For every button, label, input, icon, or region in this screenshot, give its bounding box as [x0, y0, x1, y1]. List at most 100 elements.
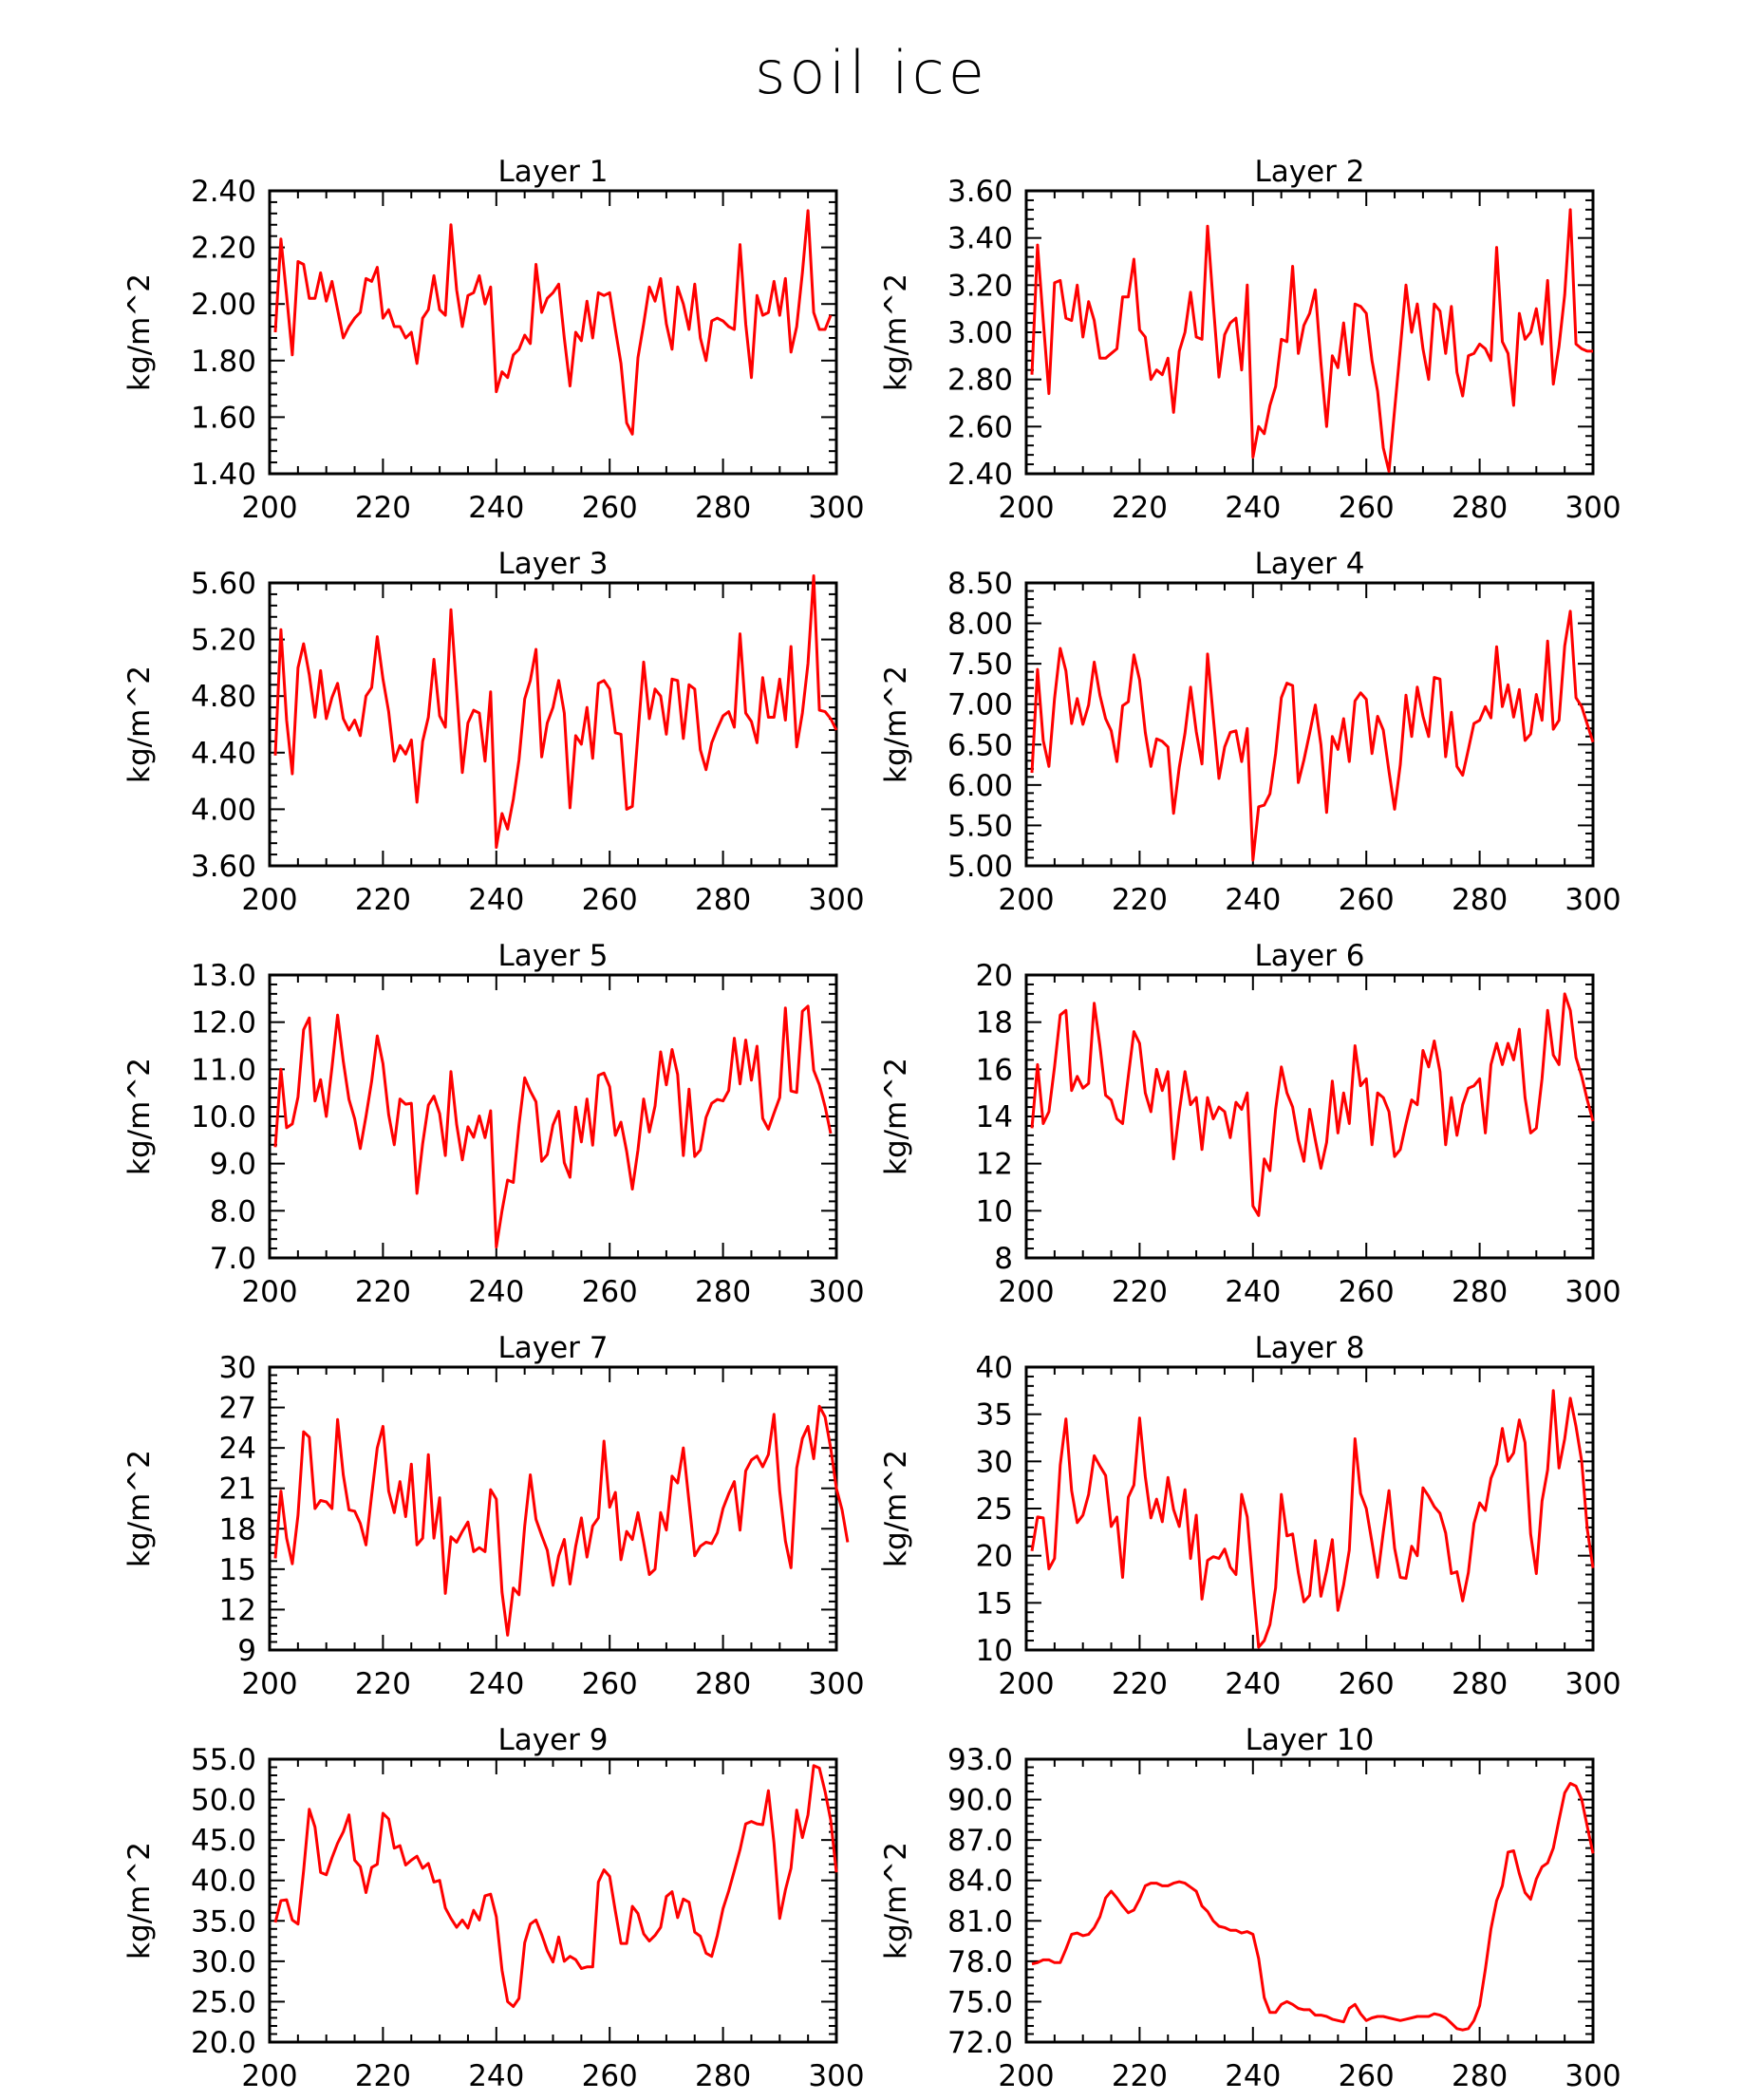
y-tick-label: 25 [976, 1492, 1013, 1527]
y-tick-label: 2.60 [947, 410, 1013, 444]
plot-frame [1024, 189, 1595, 476]
y-tick-label: 14 [976, 1100, 1013, 1134]
x-tick-label: 260 [1339, 883, 1395, 917]
y-tick-label: 2.80 [947, 364, 1013, 398]
y-tick-label: 84.0 [947, 1865, 1013, 1899]
x-tick-label: 300 [808, 491, 864, 525]
y-tick-label: 30 [219, 1351, 256, 1385]
x-tick-label: 200 [241, 2059, 297, 2093]
y-tick-label: 3.40 [947, 222, 1013, 256]
x-tick-label: 260 [1339, 1667, 1395, 1701]
x-tick-label: 280 [695, 2059, 751, 2093]
y-tick-label: 4.80 [191, 680, 256, 714]
series-line [1030, 609, 1595, 862]
y-tick-label: 90.0 [947, 1784, 1013, 1818]
y-tick-label: 15 [976, 1586, 1013, 1621]
y-tick-label: 30.0 [191, 1945, 256, 1979]
x-tick-label: 300 [808, 1667, 864, 1701]
y-tick-label: 9 [237, 1634, 256, 1668]
panel-title: Layer 9 [497, 1723, 608, 1757]
x-tick-label: 240 [468, 1275, 524, 1309]
x-tick-label: 220 [355, 491, 411, 525]
y-tick-label: 55.0 [191, 1743, 256, 1777]
y-tick-label: 2.40 [947, 458, 1013, 492]
panel-title: Layer 6 [1254, 939, 1364, 973]
y-tick-label: 7.00 [947, 688, 1013, 722]
x-tick-label: 240 [1225, 883, 1281, 917]
y-axis-label: kg/m^2 [122, 1058, 157, 1175]
x-tick-label: 240 [468, 883, 524, 917]
y-tick-label: 6.50 [947, 728, 1013, 762]
y-tick-label: 93.0 [947, 1743, 1013, 1777]
y-tick-label: 3.60 [191, 850, 256, 884]
y-tick-label: 20 [976, 959, 1013, 993]
x-tick-label: 280 [1452, 491, 1508, 525]
x-tick-label: 260 [582, 1275, 638, 1309]
y-axis-label: kg/m^2 [879, 1450, 913, 1567]
x-tick-label: 220 [1112, 1667, 1168, 1701]
y-tick-label: 5.00 [947, 850, 1013, 884]
x-tick-label: 280 [1452, 1667, 1508, 1701]
series-line [273, 574, 838, 850]
x-tick-label: 260 [1339, 2059, 1395, 2093]
x-tick-label: 300 [808, 1275, 864, 1309]
panel-title: Layer 5 [497, 939, 608, 973]
y-tick-label: 1.40 [191, 458, 256, 492]
y-tick-label: 20 [976, 1540, 1013, 1574]
series-line [273, 209, 833, 436]
x-tick-label: 300 [1565, 2059, 1621, 2093]
x-tick-label: 260 [582, 1667, 638, 1701]
y-tick-label: 81.0 [947, 1904, 1013, 1939]
x-tick-label: 200 [998, 491, 1054, 525]
y-axis-label: kg/m^2 [879, 273, 913, 391]
y-tick-label: 16 [976, 1053, 1013, 1087]
plot-frame [268, 189, 838, 476]
y-tick-label: 12 [976, 1148, 1013, 1182]
y-axis-label: kg/m^2 [122, 1450, 157, 1567]
y-tick-label: 11.0 [191, 1053, 256, 1087]
y-tick-label: 24 [219, 1432, 256, 1466]
x-tick-label: 240 [1225, 1275, 1281, 1309]
x-tick-label: 280 [1452, 883, 1508, 917]
y-tick-label: 40.0 [191, 1865, 256, 1899]
x-tick-label: 240 [468, 2059, 524, 2093]
y-tick-label: 13.0 [191, 959, 256, 993]
y-tick-label: 20.0 [191, 2026, 256, 2060]
x-tick-label: 200 [998, 1667, 1054, 1701]
x-tick-label: 280 [695, 1275, 751, 1309]
y-tick-label: 21 [219, 1472, 256, 1507]
y-tick-label: 7.50 [947, 647, 1013, 682]
x-tick-label: 220 [355, 1667, 411, 1701]
y-tick-label: 12.0 [191, 1006, 256, 1041]
x-tick-label: 200 [998, 1275, 1054, 1309]
y-tick-label: 2.00 [191, 288, 256, 322]
x-tick-label: 260 [1339, 1275, 1395, 1309]
x-tick-label: 280 [1452, 1275, 1508, 1309]
y-tick-label: 8.0 [210, 1194, 256, 1228]
panel-title: Layer 7 [497, 1331, 608, 1365]
x-tick-label: 240 [468, 491, 524, 525]
y-tick-label: 75.0 [947, 1985, 1013, 2019]
y-tick-label: 5.60 [191, 567, 256, 601]
y-tick-label: 2.20 [191, 232, 256, 266]
y-tick-label: 87.0 [947, 1824, 1013, 1858]
x-tick-label: 220 [355, 883, 411, 917]
panel-layer-2: Layer 2 kg/m^2 200 220 240 260 280 300 2.40 2.60 2… [879, 155, 1621, 525]
y-tick-label: 18 [219, 1512, 256, 1547]
y-tick-label: 10 [976, 1634, 1013, 1668]
y-tick-label: 18 [976, 1006, 1013, 1041]
y-tick-label: 12 [219, 1593, 256, 1627]
y-tick-label: 7.0 [210, 1242, 256, 1276]
y-tick-label: 50.0 [191, 1784, 256, 1818]
figure-title: soil ice [755, 38, 988, 107]
y-tick-label: 40 [976, 1351, 1013, 1385]
plot-frame [268, 1757, 838, 2044]
y-axis-label: kg/m^2 [879, 666, 913, 783]
y-tick-label: 5.20 [191, 624, 256, 658]
y-tick-label: 3.60 [947, 175, 1013, 209]
x-tick-label: 280 [1452, 2059, 1508, 2093]
series-line [273, 1004, 833, 1249]
x-tick-label: 300 [1565, 1667, 1621, 1701]
x-tick-label: 300 [1565, 1275, 1621, 1309]
